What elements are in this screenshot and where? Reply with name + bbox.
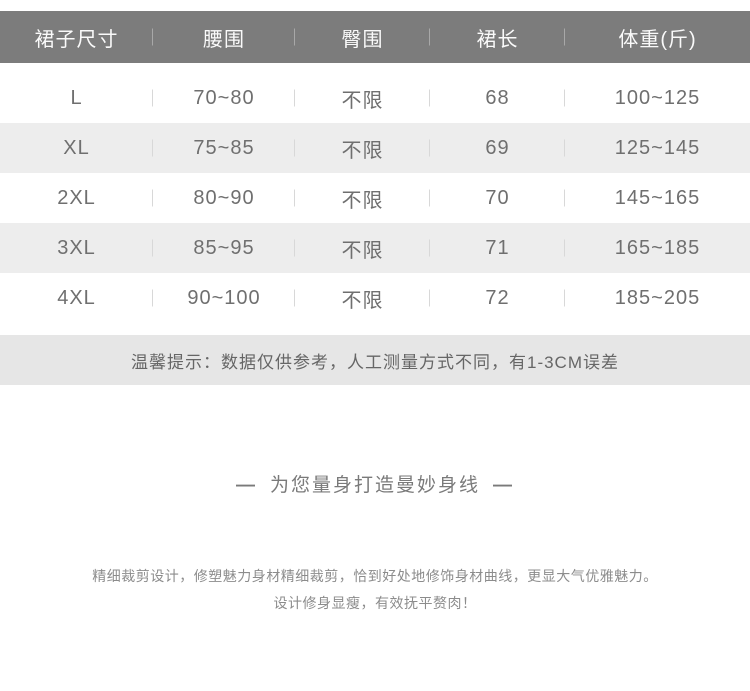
size-label: 4XL (0, 273, 153, 323)
waist-value: 70~80 (153, 73, 295, 123)
header-cell-length: 裙长 (430, 11, 565, 63)
tagline: — 为您量身打造曼妙身线 — (0, 475, 750, 497)
measurement-note-banner: 温馨提示：数据仅供参考，人工测量方式不同，有1-3CM误差 (0, 335, 750, 385)
description-line-1: 精细裁剪设计，修塑魅力身材精细裁剪，恰到好处地修饰身材曲线，更显大气优雅魅力。 (92, 568, 658, 584)
weight-value: 165~185 (614, 236, 701, 259)
length-value: 70 (430, 173, 565, 223)
length-value: 71 (430, 223, 565, 273)
weight-value: 125~145 (614, 136, 701, 159)
weight-value: 100~125 (614, 86, 701, 109)
hip-value: 不限 (295, 273, 430, 323)
size-label: L (0, 73, 153, 123)
weight-value: 145~165 (614, 186, 701, 209)
hip-value: 不限 (295, 223, 430, 273)
weight-value: 185~205 (614, 286, 701, 309)
waist-value: 75~85 (153, 123, 295, 173)
description-line-2: 设计修身显瘦，有效抚平赘肉！ (273, 595, 477, 611)
header-cell-size: 裙子尺寸 (0, 11, 153, 63)
table-row-3xl: 3XL 85~95 不限 71 165~185 (0, 223, 750, 273)
waist-value: 85~95 (153, 223, 295, 273)
table-row-4xl: 4XL 90~100 不限 72 185~205 (0, 273, 750, 323)
header-cell-waist: 腰围 (153, 11, 295, 63)
table-row-l: L 70~80 不限 68 100~125 (0, 73, 750, 123)
size-chart-section: 裙子尺寸 腰围 臀围 裙长 体重(斤) L 70~80 不限 68 100~12… (0, 11, 750, 691)
hip-value: 不限 (295, 173, 430, 223)
length-value: 72 (430, 273, 565, 323)
waist-value: 90~100 (153, 273, 295, 323)
waist-value: 80~90 (153, 173, 295, 223)
table-row-xl: XL 75~85 不限 69 125~145 (0, 123, 750, 173)
header-cell-weight: 体重(斤) (618, 28, 697, 51)
tagline-text: 为您量身打造曼妙身线 (269, 475, 480, 496)
hip-value: 不限 (295, 123, 430, 173)
size-label: 2XL (0, 173, 153, 223)
header-cell-hip: 臀围 (295, 11, 430, 63)
tagline-dash-left: — (235, 475, 257, 496)
length-value: 69 (430, 123, 565, 173)
description: 精细裁剪设计，修塑魅力身材精细裁剪，恰到好处地修饰身材曲线，更显大气优雅魅力。 … (0, 563, 750, 617)
size-table-body: L 70~80 不限 68 100~125 XL 75~85 不限 69 125… (0, 73, 750, 323)
size-label: 3XL (0, 223, 153, 273)
size-table-header: 裙子尺寸 腰围 臀围 裙长 体重(斤) (0, 11, 750, 63)
size-label: XL (0, 123, 153, 173)
tagline-dash-right: — (493, 475, 514, 496)
table-row-2xl: 2XL 80~90 不限 70 145~165 (0, 173, 750, 223)
length-value: 68 (430, 73, 565, 123)
hip-value: 不限 (295, 73, 430, 123)
